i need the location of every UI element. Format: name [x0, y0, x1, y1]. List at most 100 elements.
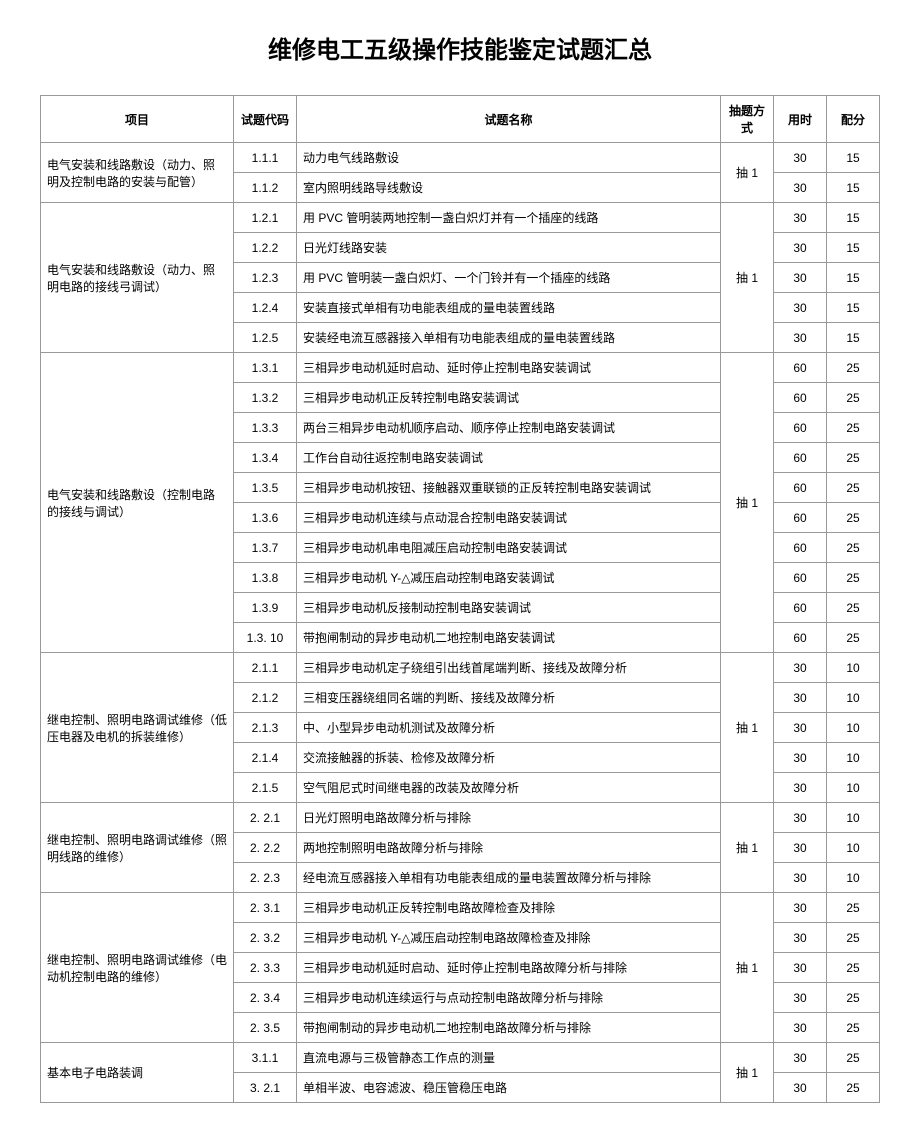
- cell-time: 30: [774, 863, 827, 893]
- table-row: 基本电子电路装调3.1.1直流电源与三极管静态工作点的测量抽 13025: [41, 1043, 880, 1073]
- cell-name: 三相异步电动机定子绕组引出线首尾端判断、接线及故障分析: [297, 653, 721, 683]
- cell-name: 三相异步电动机正反转控制电路故障检查及排除: [297, 893, 721, 923]
- cell-time: 30: [774, 173, 827, 203]
- cell-code: 1.3.2: [234, 383, 297, 413]
- cell-method: 抽 1: [721, 353, 774, 653]
- cell-name: 三相异步电动机反接制动控制电路安装调试: [297, 593, 721, 623]
- cell-name: 三相异步电动机 Y-△减压启动控制电路故障检查及排除: [297, 923, 721, 953]
- cell-project: 继电控制、照明电路调试维修（照明线路的维修）: [41, 803, 234, 893]
- cell-name: 中、小型异步电动机测试及故障分析: [297, 713, 721, 743]
- cell-name: 三相异步电动机延时启动、延时停止控制电路安装调试: [297, 353, 721, 383]
- cell-code: 1.2.2: [234, 233, 297, 263]
- cell-code: 2.1.4: [234, 743, 297, 773]
- cell-method: 抽 1: [721, 203, 774, 353]
- table-body: 电气安装和线路敷设（动力、照 明及控制电路的安装与配管）1.1.1动力电气线路敷…: [41, 143, 880, 1103]
- cell-score: 25: [827, 473, 880, 503]
- th-method: 抽题方式: [721, 96, 774, 143]
- cell-time: 30: [774, 293, 827, 323]
- cell-score: 25: [827, 1073, 880, 1103]
- cell-name: 室内照明线路导线敷设: [297, 173, 721, 203]
- cell-name: 单相半波、电容滤波、稳压管稳压电路: [297, 1073, 721, 1103]
- cell-code: 1.1.1: [234, 143, 297, 173]
- cell-code: 2. 3.1: [234, 893, 297, 923]
- cell-project: 电气安装和线路敷设（动力、照 明及控制电路的安装与配管）: [41, 143, 234, 203]
- cell-project: 电气安装和线路敷设（控制电路 的接线与调试）: [41, 353, 234, 653]
- cell-time: 30: [774, 923, 827, 953]
- cell-name: 三相异步电动机连续运行与点动控制电路故障分析与排除: [297, 983, 721, 1013]
- cell-code: 1.2.5: [234, 323, 297, 353]
- cell-project: 电气安装和线路敷设（动力、照 明电路的接线弓调试）: [41, 203, 234, 353]
- cell-time: 60: [774, 623, 827, 653]
- cell-time: 30: [774, 953, 827, 983]
- cell-name: 三相变压器绕组同名端的判断、接线及故障分析: [297, 683, 721, 713]
- cell-time: 60: [774, 593, 827, 623]
- th-score: 配分: [827, 96, 880, 143]
- page-title: 维修电工五级操作技能鉴定试题汇总: [40, 30, 880, 65]
- cell-name: 经电流互感器接入单相有功电能表组成的量电装置故障分析与排除: [297, 863, 721, 893]
- cell-time: 60: [774, 353, 827, 383]
- cell-name: 日光灯照明电路故障分析与排除: [297, 803, 721, 833]
- cell-time: 30: [774, 1073, 827, 1103]
- cell-score: 25: [827, 413, 880, 443]
- cell-score: 25: [827, 563, 880, 593]
- cell-code: 3. 2.1: [234, 1073, 297, 1103]
- cell-code: 1.3.5: [234, 473, 297, 503]
- cell-time: 60: [774, 533, 827, 563]
- cell-code: 2. 3.5: [234, 1013, 297, 1043]
- cell-score: 25: [827, 503, 880, 533]
- cell-name: 动力电气线路敷设: [297, 143, 721, 173]
- cell-code: 1.2.3: [234, 263, 297, 293]
- cell-score: 25: [827, 623, 880, 653]
- cell-code: 1.2.1: [234, 203, 297, 233]
- cell-score: 25: [827, 1043, 880, 1073]
- cell-name: 工作台自动往返控制电路安装调试: [297, 443, 721, 473]
- cell-code: 2. 2.3: [234, 863, 297, 893]
- cell-time: 30: [774, 1043, 827, 1073]
- cell-score: 25: [827, 533, 880, 563]
- cell-code: 1.3.4: [234, 443, 297, 473]
- cell-name: 直流电源与三极管静态工作点的测量: [297, 1043, 721, 1073]
- cell-time: 30: [774, 1013, 827, 1043]
- cell-name: 空气阻尼式时间继电器的改装及故障分析: [297, 773, 721, 803]
- cell-code: 1.3.6: [234, 503, 297, 533]
- cell-name: 三相异步电动机连续与点动混合控制电路安装调试: [297, 503, 721, 533]
- cell-time: 30: [774, 833, 827, 863]
- cell-code: 2.1.2: [234, 683, 297, 713]
- cell-method: 抽 1: [721, 893, 774, 1043]
- cell-name: 三相异步电动机延时启动、延时停止控制电路故障分析与排除: [297, 953, 721, 983]
- cell-code: 2. 3.3: [234, 953, 297, 983]
- cell-score: 10: [827, 713, 880, 743]
- cell-time: 30: [774, 773, 827, 803]
- cell-time: 30: [774, 983, 827, 1013]
- cell-method: 抽 1: [721, 1043, 774, 1103]
- cell-score: 25: [827, 983, 880, 1013]
- cell-score: 25: [827, 593, 880, 623]
- cell-name: 交流接触器的拆装、检修及故障分析: [297, 743, 721, 773]
- table-row: 电气安装和线路敷设（动力、照 明及控制电路的安装与配管）1.1.1动力电气线路敷…: [41, 143, 880, 173]
- cell-project: 基本电子电路装调: [41, 1043, 234, 1103]
- cell-code: 1.3.3: [234, 413, 297, 443]
- cell-code: 1.3. 10: [234, 623, 297, 653]
- cell-time: 60: [774, 383, 827, 413]
- cell-code: 3.1.1: [234, 1043, 297, 1073]
- cell-name: 带抱闸制动的异步电动机二地控制电路安装调试: [297, 623, 721, 653]
- cell-time: 30: [774, 743, 827, 773]
- cell-time: 30: [774, 263, 827, 293]
- cell-code: 2. 2.2: [234, 833, 297, 863]
- th-code: 试题代码: [234, 96, 297, 143]
- cell-score: 10: [827, 803, 880, 833]
- cell-name: 用 PVC 管明装一盏白炽灯、一个门铃并有一个插座的线路: [297, 263, 721, 293]
- cell-score: 15: [827, 323, 880, 353]
- cell-score: 25: [827, 353, 880, 383]
- cell-name: 安装直接式单相有功电能表组成的量电装置线路: [297, 293, 721, 323]
- cell-score: 15: [827, 263, 880, 293]
- cell-time: 30: [774, 323, 827, 353]
- cell-time: 30: [774, 683, 827, 713]
- cell-code: 1.3.7: [234, 533, 297, 563]
- cell-time: 30: [774, 653, 827, 683]
- cell-score: 25: [827, 893, 880, 923]
- table-row: 继电控制、照明电路调试维修（低压电器及电机的拆装维修）2.1.1三相异步电动机定…: [41, 653, 880, 683]
- cell-code: 1.3.8: [234, 563, 297, 593]
- cell-name: 用 PVC 管明装两地控制一盏白炽灯并有一个插座的线路: [297, 203, 721, 233]
- cell-score: 25: [827, 443, 880, 473]
